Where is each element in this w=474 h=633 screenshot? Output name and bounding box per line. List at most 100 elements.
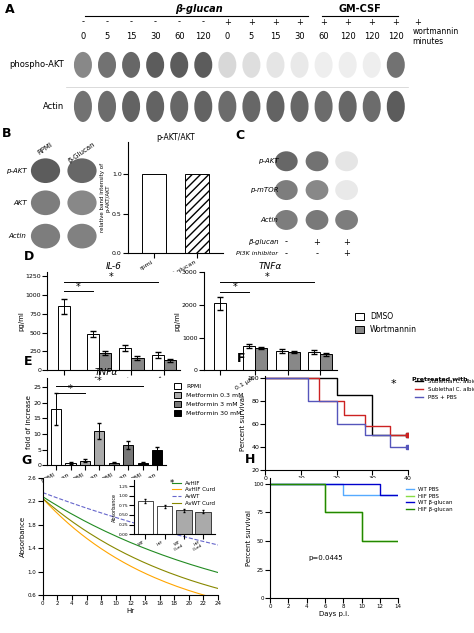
AvHIF	[144, 546, 150, 553]
Ellipse shape	[219, 91, 237, 122]
Ellipse shape	[306, 151, 328, 172]
Ellipse shape	[194, 91, 212, 122]
AvHIF	[188, 561, 193, 568]
Text: -: -	[106, 18, 109, 27]
Ellipse shape	[74, 52, 92, 78]
Bar	[142, 174, 166, 253]
Bar	[138, 463, 148, 465]
AvWT Curd	[199, 580, 204, 587]
Text: *: *	[97, 376, 102, 386]
Text: 120: 120	[364, 32, 380, 41]
Text: *: *	[68, 384, 73, 394]
Ellipse shape	[315, 52, 333, 78]
Ellipse shape	[122, 52, 140, 78]
Bar	[119, 348, 131, 370]
AvHIF Curd	[144, 570, 149, 578]
Ellipse shape	[335, 151, 358, 172]
Text: wortmannin: wortmannin	[412, 27, 459, 35]
Ellipse shape	[306, 180, 328, 200]
Ellipse shape	[335, 180, 358, 200]
Text: β-glucan: β-glucan	[175, 4, 223, 14]
AvHIF Curd	[144, 570, 150, 578]
Text: AKT: AKT	[13, 200, 27, 206]
Text: +: +	[296, 18, 303, 27]
Ellipse shape	[387, 52, 405, 78]
AvHIF Curd	[215, 595, 221, 603]
Text: +: +	[344, 18, 351, 27]
Bar	[123, 445, 133, 465]
Text: G: G	[22, 454, 32, 467]
Y-axis label: Absorbance: Absorbance	[20, 516, 26, 557]
Ellipse shape	[146, 91, 164, 122]
Ellipse shape	[194, 52, 212, 78]
AvHIF Curd	[199, 591, 204, 598]
Bar	[288, 352, 300, 370]
Y-axis label: Percent survival: Percent survival	[240, 395, 246, 451]
Text: 0: 0	[225, 32, 230, 41]
Text: D: D	[24, 251, 34, 263]
Title: TNFα: TNFα	[95, 368, 118, 377]
Ellipse shape	[67, 191, 97, 215]
Text: -: -	[178, 18, 181, 27]
AvHIF	[40, 493, 46, 501]
Text: β-Glucan: β-Glucan	[67, 141, 97, 164]
Text: +: +	[314, 237, 320, 247]
Text: *: *	[265, 272, 270, 282]
AvWT Curd	[215, 585, 221, 592]
Text: Actin: Actin	[9, 233, 27, 239]
Ellipse shape	[122, 91, 140, 122]
Text: +: +	[368, 18, 375, 27]
Ellipse shape	[387, 91, 405, 122]
Ellipse shape	[315, 91, 333, 122]
Text: -: -	[129, 18, 133, 27]
Text: 60: 60	[318, 32, 329, 41]
Y-axis label: fold of increase: fold of increase	[26, 394, 32, 449]
Text: H: H	[245, 453, 255, 467]
AvHIF	[215, 568, 221, 576]
Ellipse shape	[146, 52, 164, 78]
AvWT Curd	[144, 560, 150, 568]
Text: RPMI: RPMI	[37, 141, 54, 156]
AvHIF	[144, 545, 149, 553]
Bar	[131, 358, 144, 370]
AvHIF Curd	[40, 494, 46, 502]
Title: p-AKT/AKT: p-AKT/AKT	[156, 133, 195, 142]
Ellipse shape	[98, 52, 116, 78]
Legend: Sublethal C. albicans + PBS, Sublethal C. albicans + metformin, PBS + PBS: Sublethal C. albicans + PBS, Sublethal C…	[415, 379, 474, 400]
Text: +: +	[343, 237, 350, 247]
Ellipse shape	[31, 224, 60, 249]
Text: +: +	[272, 18, 279, 27]
Bar	[243, 346, 255, 370]
Bar	[87, 334, 99, 370]
Bar	[320, 354, 332, 370]
Title: IL-6: IL-6	[106, 263, 122, 272]
Ellipse shape	[335, 210, 358, 230]
Ellipse shape	[291, 52, 309, 78]
Bar	[51, 409, 61, 465]
AvHIF	[40, 493, 46, 501]
Text: 0: 0	[80, 32, 86, 41]
Bar	[65, 463, 75, 465]
Text: 5: 5	[249, 32, 254, 41]
Ellipse shape	[275, 180, 298, 200]
AvHIF	[199, 564, 204, 572]
Text: -: -	[154, 18, 156, 27]
Line: AvHIF: AvHIF	[43, 497, 218, 572]
X-axis label: Survival (days): Survival (days)	[310, 482, 363, 489]
AvWT	[188, 534, 193, 542]
Ellipse shape	[67, 224, 97, 249]
Y-axis label: Percent survival: Percent survival	[246, 510, 252, 566]
Text: +: +	[224, 18, 231, 27]
Text: -: -	[285, 249, 288, 258]
Line: AvHIF Curd: AvHIF Curd	[43, 498, 218, 599]
Text: GM-CSF: GM-CSF	[339, 4, 382, 14]
Ellipse shape	[98, 91, 116, 122]
Text: B: B	[2, 127, 11, 141]
Ellipse shape	[242, 52, 260, 78]
Y-axis label: relative band intensity of
p-AKT/AKT: relative band intensity of p-AKT/AKT	[100, 163, 110, 232]
AvWT	[147, 523, 153, 531]
Ellipse shape	[266, 52, 284, 78]
Ellipse shape	[242, 91, 260, 122]
Text: 30: 30	[150, 32, 161, 41]
Text: 15: 15	[270, 32, 281, 41]
